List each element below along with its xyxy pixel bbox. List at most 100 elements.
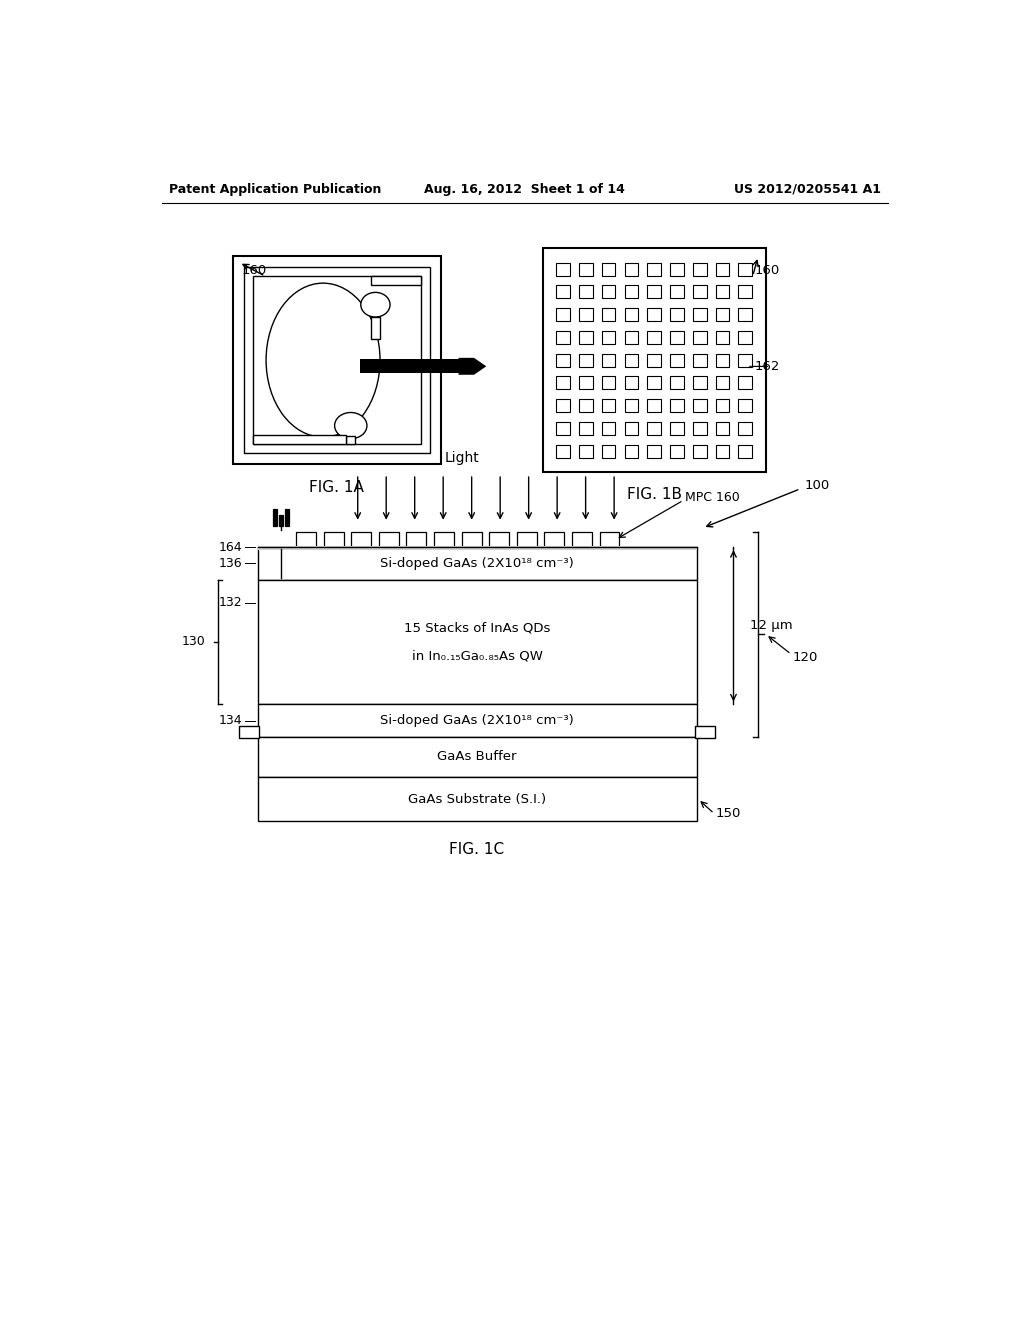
Bar xyxy=(693,376,707,389)
Bar xyxy=(258,548,696,579)
Text: in In₀.₁₅Ga₀.₈₅As QW: in In₀.₁₅Ga₀.₈₅As QW xyxy=(412,649,543,663)
Bar xyxy=(434,532,454,548)
Bar xyxy=(625,331,638,345)
Bar xyxy=(579,354,593,367)
Bar xyxy=(670,399,684,412)
Bar xyxy=(625,354,638,367)
Bar xyxy=(556,285,570,298)
Bar xyxy=(579,399,593,412)
Text: 132: 132 xyxy=(218,597,243,610)
Bar xyxy=(693,285,707,298)
Bar xyxy=(579,331,593,345)
Text: MPC 160: MPC 160 xyxy=(685,491,739,504)
Text: US 2012/0205541 A1: US 2012/0205541 A1 xyxy=(733,182,881,195)
Text: 164: 164 xyxy=(218,541,243,554)
Bar xyxy=(647,445,660,458)
Bar xyxy=(579,445,593,458)
Bar xyxy=(407,532,426,548)
Text: 120: 120 xyxy=(793,651,818,664)
Bar xyxy=(602,263,615,276)
Bar xyxy=(572,532,592,548)
Bar xyxy=(738,308,752,321)
Bar xyxy=(738,263,752,276)
Bar xyxy=(625,285,638,298)
Bar xyxy=(647,399,660,412)
Bar xyxy=(602,331,615,345)
Bar xyxy=(716,376,729,389)
Bar xyxy=(379,532,398,548)
Text: FIG. 1A: FIG. 1A xyxy=(309,479,365,495)
Text: FIG. 1B: FIG. 1B xyxy=(627,487,682,503)
Bar xyxy=(647,354,660,367)
Bar xyxy=(738,285,752,298)
Bar xyxy=(647,308,660,321)
Bar xyxy=(693,445,707,458)
Bar xyxy=(647,285,660,298)
Text: Si-doped GaAs (2X10¹⁸ cm⁻³): Si-doped GaAs (2X10¹⁸ cm⁻³) xyxy=(380,557,573,570)
Bar xyxy=(296,532,316,548)
Bar xyxy=(670,263,684,276)
Bar xyxy=(670,308,684,321)
Bar xyxy=(600,532,620,548)
Bar xyxy=(360,359,462,374)
Bar xyxy=(556,445,570,458)
Bar xyxy=(371,276,421,285)
Bar xyxy=(579,263,593,276)
Bar xyxy=(695,726,715,738)
Bar xyxy=(556,308,570,321)
Bar xyxy=(240,726,259,738)
Text: Patent Application Publication: Patent Application Publication xyxy=(169,182,381,195)
Text: Light: Light xyxy=(444,451,479,465)
Bar xyxy=(258,579,696,705)
Text: Aug. 16, 2012  Sheet 1 of 14: Aug. 16, 2012 Sheet 1 of 14 xyxy=(424,182,626,195)
Bar xyxy=(556,399,570,412)
Bar xyxy=(556,422,570,436)
Bar xyxy=(716,308,729,321)
Bar xyxy=(670,354,684,367)
Bar xyxy=(273,508,276,525)
Ellipse shape xyxy=(360,293,390,317)
Bar xyxy=(258,776,696,821)
Bar xyxy=(625,422,638,436)
Bar xyxy=(556,263,570,276)
Bar xyxy=(738,445,752,458)
Text: GaAs Buffer: GaAs Buffer xyxy=(437,750,517,763)
Bar xyxy=(625,376,638,389)
Bar xyxy=(346,436,355,444)
Text: FIG. 1C: FIG. 1C xyxy=(450,842,505,857)
Bar xyxy=(253,276,421,444)
Bar xyxy=(556,354,570,367)
Bar xyxy=(545,532,564,548)
Bar xyxy=(716,354,729,367)
Bar xyxy=(602,285,615,298)
Bar xyxy=(693,354,707,367)
Bar xyxy=(579,376,593,389)
Bar xyxy=(625,399,638,412)
Text: 130: 130 xyxy=(181,635,205,648)
Text: 134: 134 xyxy=(218,714,243,727)
Text: Si-doped GaAs (2X10¹⁸ cm⁻³): Si-doped GaAs (2X10¹⁸ cm⁻³) xyxy=(380,714,573,727)
Bar xyxy=(602,422,615,436)
Bar xyxy=(579,285,593,298)
Bar xyxy=(556,331,570,345)
Bar xyxy=(602,445,615,458)
Bar xyxy=(258,737,696,776)
Bar xyxy=(716,445,729,458)
Text: 12 μm: 12 μm xyxy=(751,619,793,632)
Bar xyxy=(286,508,289,525)
Bar xyxy=(647,331,660,345)
FancyArrow shape xyxy=(459,358,486,375)
Text: 162: 162 xyxy=(755,360,779,372)
Bar xyxy=(625,308,638,321)
Text: GaAs Substrate (S.I.): GaAs Substrate (S.I.) xyxy=(408,792,546,805)
Bar xyxy=(738,354,752,367)
Bar xyxy=(602,308,615,321)
Bar xyxy=(253,434,346,444)
Text: 150: 150 xyxy=(716,807,741,820)
Bar xyxy=(693,263,707,276)
Ellipse shape xyxy=(266,284,380,437)
Bar xyxy=(351,532,371,548)
Bar xyxy=(647,376,660,389)
Bar xyxy=(738,399,752,412)
Bar xyxy=(716,399,729,412)
